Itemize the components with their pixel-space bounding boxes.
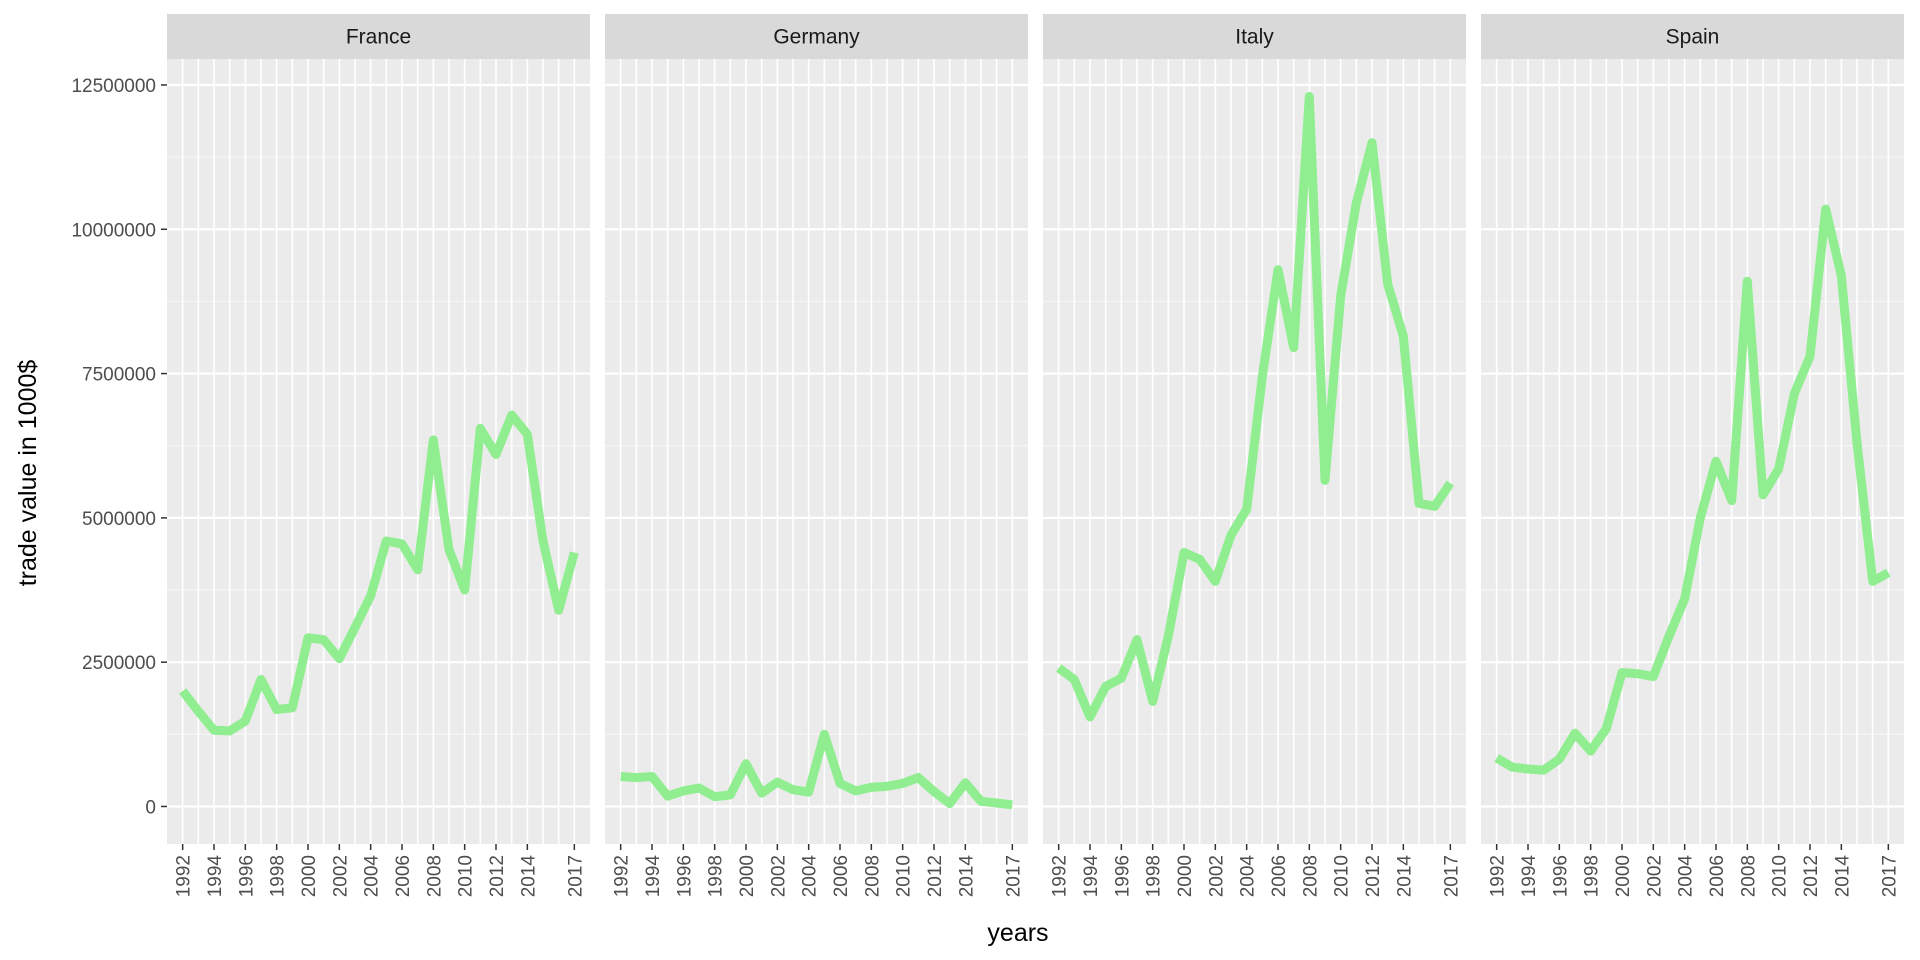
x-tick-label: 2014 <box>518 855 539 898</box>
x-tick-label: 2012 <box>1801 855 1822 897</box>
x-tick-label: 1996 <box>1112 855 1133 897</box>
x-tick-label: 1992 <box>1050 855 1071 897</box>
x-tick-label: 2017 <box>1441 855 1462 897</box>
series-line-germany <box>620 729 1013 810</box>
x-tick-label: 2008 <box>424 855 445 897</box>
x-tick-label: 2008 <box>1738 855 1759 897</box>
facet-panel-italy: Italy 1992 1994 1996 1998 2000 2002 2004 2006 200… <box>1043 14 1466 897</box>
facet-strip <box>1481 14 1904 59</box>
x-tick-label: 2002 <box>330 855 351 897</box>
x-tick-label: 1994 <box>1519 855 1540 898</box>
x-tick-label: 2002 <box>1206 855 1227 897</box>
x-axis-title: years <box>987 919 1048 947</box>
series-line-france <box>179 410 579 736</box>
x-tick-label: 2006 <box>831 855 852 897</box>
panel-background <box>605 59 1028 844</box>
y-tick-label: 12500000 <box>71 76 156 97</box>
x-tick-label: 2014 <box>1394 855 1415 898</box>
x-tick-label: 2004 <box>800 855 821 898</box>
y-tick-label: 0 <box>145 797 156 818</box>
x-tick-label: 2000 <box>1175 855 1196 897</box>
facet-strip <box>605 14 1028 59</box>
facet-panel-germany: Germany 1992 1994 1996 1998 2000 2002 2004 2006 2… <box>605 14 1028 897</box>
series-line-italy <box>1056 92 1455 722</box>
facet-strip <box>167 14 590 59</box>
x-tick-label: 2006 <box>393 855 414 897</box>
x-tick-label: 2017 <box>565 855 586 897</box>
x-tick-label: 1992 <box>1488 855 1509 897</box>
x-tick-label: 2012 <box>925 855 946 897</box>
x-tick-label: 2012 <box>487 855 508 897</box>
panel-background <box>1481 59 1904 844</box>
x-tick-label: 2017 <box>1003 855 1024 897</box>
y-axis: 0 2500000 5000000 7500000 10000000 12500000 <box>71 76 167 818</box>
panel-background <box>167 59 590 844</box>
facet-panel-france: France 1992 1994 1996 1998 2000 2002 2004 2006 20… <box>167 14 590 897</box>
x-tick-label: 1996 <box>236 855 257 897</box>
x-tick-label: 1996 <box>674 855 695 897</box>
x-tick-label: 1998 <box>1144 855 1165 897</box>
x-tick-label: 1994 <box>643 855 664 898</box>
y-tick-label: 7500000 <box>82 365 156 386</box>
x-tick-label: 1994 <box>1081 855 1102 898</box>
x-tick-label: 2010 <box>894 855 915 897</box>
x-tick-label: 2000 <box>1613 855 1634 897</box>
x-tick-label: 2014 <box>956 855 977 898</box>
x-tick-label: 1998 <box>706 855 727 897</box>
y-tick-label: 5000000 <box>82 509 156 530</box>
x-tick-label: 2017 <box>1879 855 1900 897</box>
x-tick-label: 2006 <box>1269 855 1290 897</box>
x-tick-label: 2004 <box>1676 855 1697 898</box>
facet-panel-spain: Spain 1992 1994 1996 1998 2000 2002 2004 2006 200… <box>1481 14 1904 897</box>
facet-strip-label: Italy <box>1235 26 1274 49</box>
x-tick-label: 2004 <box>1238 855 1259 898</box>
facet-strip-label: Spain <box>1666 26 1720 49</box>
x-tick-label: 2010 <box>1332 855 1353 897</box>
x-tick-label: 1992 <box>612 855 633 897</box>
x-tick-label: 1994 <box>205 855 226 898</box>
x-tick-label: 2000 <box>737 855 758 897</box>
facet-strip-label: France <box>346 26 411 49</box>
x-tick-label: 1996 <box>1550 855 1571 897</box>
x-tick-label: 2014 <box>1832 855 1853 898</box>
x-tick-label: 2010 <box>456 855 477 897</box>
y-axis-title: trade value in 1000$ <box>14 360 42 587</box>
facet-strip-label: Germany <box>773 26 860 49</box>
x-tick-label: 1998 <box>268 855 289 897</box>
facet-panels: France 1992 1994 1996 1998 2000 2002 2004 2006 20… <box>167 14 1904 897</box>
x-tick-label: 2004 <box>362 855 383 898</box>
x-tick-label: 2008 <box>1300 855 1321 897</box>
series-line-spain <box>1494 204 1891 775</box>
x-tick-label: 2000 <box>299 855 320 897</box>
x-tick-label: 2002 <box>1644 855 1665 897</box>
x-tick-label: 2002 <box>768 855 789 897</box>
y-tick-label: 10000000 <box>71 220 156 241</box>
x-tick-label: 1992 <box>174 855 195 897</box>
x-tick-label: 2010 <box>1770 855 1791 897</box>
x-tick-label: 2008 <box>862 855 883 897</box>
x-tick-label: 2012 <box>1363 855 1384 897</box>
x-tick-label: 1998 <box>1582 855 1603 897</box>
x-tick-label: 2006 <box>1707 855 1728 897</box>
y-tick-label: 2500000 <box>82 653 156 674</box>
facet-strip <box>1043 14 1466 59</box>
